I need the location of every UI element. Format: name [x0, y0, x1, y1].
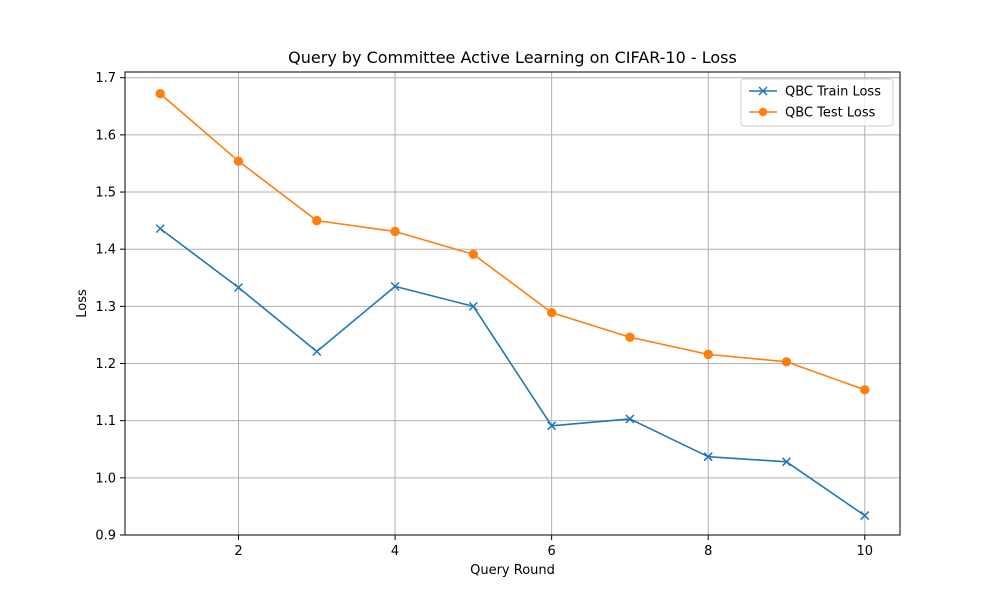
data-point-x-marker: [312, 346, 322, 357]
x-marker-stroke: [860, 511, 870, 521]
series-test-loss: [155, 89, 870, 395]
y-axis-label: Loss: [75, 289, 90, 318]
y-tick-label: 1.5: [95, 186, 116, 201]
x-tick-label: 10: [856, 544, 873, 559]
data-point-x-marker: [233, 282, 244, 293]
y-tick-label: 1.2: [95, 357, 116, 372]
x-marker-stroke: [390, 281, 400, 291]
legend-item: QBC Train Loss: [749, 85, 881, 100]
data-point-circle-marker: [625, 332, 635, 342]
y-tick-label: 1.3: [95, 300, 116, 315]
legend-circle-marker: [758, 107, 768, 117]
x-marker-stroke: [625, 414, 635, 424]
data-point-circle-marker: [390, 226, 400, 237]
data-point-circle-marker: [312, 215, 322, 226]
legend-label: QBC Train Loss: [785, 85, 881, 100]
series-line: [159, 227, 866, 517]
y-tick-label: 1.4: [95, 243, 116, 258]
data-point-circle-marker: [860, 385, 870, 395]
data-point-x-marker: [155, 224, 165, 234]
data-point-x-marker: [625, 414, 635, 424]
chart-title: Query by Committee Active Learning on CI…: [288, 48, 737, 67]
grid: [125, 72, 900, 536]
x-tick-label: 8: [704, 544, 712, 559]
x-tick-label: 6: [548, 544, 556, 559]
x-marker-stroke: [233, 282, 244, 293]
x-tick-label: 4: [391, 544, 399, 559]
series-layer: [155, 89, 870, 521]
y-tick-label: 1.7: [95, 71, 116, 86]
x-marker-stroke: [468, 301, 478, 311]
data-point-x-marker: [390, 281, 400, 291]
series-line: [159, 93, 866, 391]
legend-x-marker: [758, 86, 768, 96]
legend-items: QBC Train Loss QBC Test Loss: [749, 85, 881, 121]
series-train-loss: [155, 224, 870, 521]
data-point-x-marker: [781, 457, 792, 467]
x-axis-label: Query Round: [470, 563, 555, 578]
data-point-circle-marker: [703, 349, 713, 360]
y-tick-label: 1.0: [95, 471, 116, 486]
legend-item: QBC Test Loss: [749, 106, 876, 121]
x-marker-stroke: [703, 452, 713, 462]
data-point-x-marker: [860, 511, 870, 521]
x-tick-label: 2: [234, 544, 242, 559]
data-point-circle-marker: [155, 89, 165, 99]
axis-ticks: 2 4 6 8 10 0.9 1.0 1.1 1.2 1.3 1.4 1.5 1.6 1.7: [95, 71, 873, 559]
x-marker-stroke: [312, 346, 322, 357]
legend-label: QBC Test Loss: [785, 106, 876, 121]
data-point-x-marker: [468, 301, 478, 311]
legend: QBC Train Loss QBC Test Loss: [740, 78, 894, 127]
y-tick-label: 1.1: [95, 414, 116, 429]
data-point-circle-marker: [233, 156, 244, 166]
plot-frame: [124, 71, 901, 536]
data-point-x-marker: [547, 421, 557, 431]
data-point-x-marker: [703, 452, 713, 462]
data-point-circle-marker: [468, 249, 479, 260]
data-point-circle-marker: [546, 307, 557, 318]
x-marker-stroke: [547, 421, 557, 431]
x-marker-stroke: [781, 457, 792, 467]
y-tick-label: 1.6: [95, 128, 116, 143]
legend-box: [740, 78, 894, 127]
x-marker-stroke: [155, 224, 165, 234]
data-point-circle-marker: [781, 357, 792, 367]
y-tick-label: 0.9: [95, 529, 116, 544]
